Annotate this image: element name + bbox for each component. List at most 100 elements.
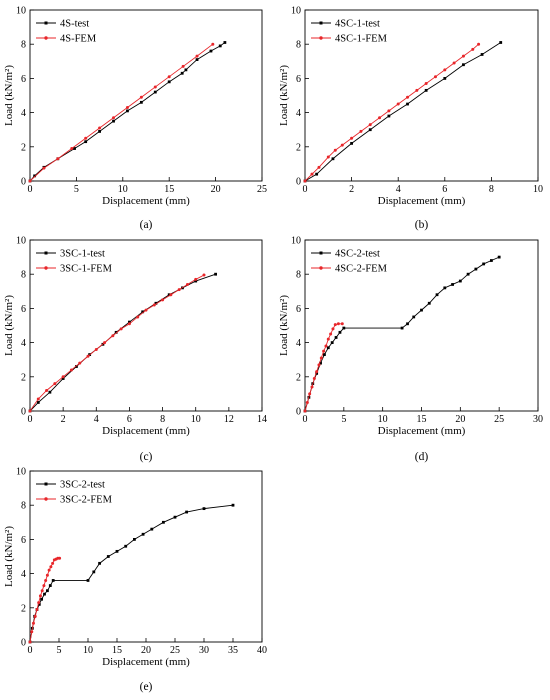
data-point [461, 54, 465, 58]
data-point [126, 109, 129, 113]
x-tick-label: 5 [74, 184, 79, 195]
data-point [412, 315, 416, 319]
y-tick-label: 2 [21, 603, 26, 614]
plot-frame [29, 9, 263, 182]
data-point [474, 267, 478, 271]
x-tick-label: 20 [455, 414, 465, 425]
data-point [56, 157, 60, 161]
data-point [477, 42, 481, 46]
legend-marker [319, 21, 323, 25]
data-point [305, 400, 309, 404]
data-point [462, 63, 465, 67]
data-point [162, 520, 165, 524]
data-point [312, 377, 316, 381]
y-tick-label: 10 [291, 6, 301, 17]
data-point [400, 326, 404, 330]
data-point [36, 401, 40, 404]
x-tick-label: 6 [442, 184, 447, 195]
y-tick-label: 6 [21, 74, 26, 85]
data-point [387, 109, 391, 113]
x-tick-label: 4 [396, 184, 401, 195]
x-tick-label: 14 [257, 414, 267, 425]
data-point [194, 279, 198, 283]
series-line [29, 504, 234, 643]
series-line [29, 557, 60, 643]
data-point [94, 347, 98, 351]
data-point [42, 166, 46, 170]
legend-marker [44, 36, 48, 40]
x-tick-label: 20 [211, 184, 221, 195]
panel-label: (c) [140, 451, 153, 463]
y-tick-label: 10 [16, 6, 26, 17]
legend-label: 3SC-1-FEM [60, 264, 113, 275]
x-tick-label: 0 [303, 414, 308, 425]
data-point [340, 143, 344, 147]
legend: 3SC-1-test 3SC-1-FEM [36, 249, 113, 275]
data-point [185, 282, 189, 286]
legend: 4S-test 4S-FEM [36, 19, 97, 45]
legend-marker [319, 251, 323, 255]
data-point [310, 385, 314, 389]
x-tick-label: 5 [341, 414, 346, 425]
data-point [30, 630, 34, 634]
legend-label: 3SC-2-FEM [60, 495, 113, 506]
data-point [75, 365, 78, 368]
series-line [304, 256, 500, 412]
data-point [359, 129, 363, 133]
data-point [78, 361, 82, 365]
series-4S-test [28, 41, 227, 183]
y-tick-label: 10 [16, 236, 26, 247]
data-point [28, 640, 32, 644]
data-point [326, 337, 330, 341]
data-point [218, 44, 222, 48]
legend-marker [44, 251, 48, 255]
data-point [42, 584, 46, 588]
data-point [180, 71, 184, 75]
x-tick-label: 35 [228, 645, 238, 656]
x-tick-label: 6 [127, 414, 132, 425]
panel-label: (d) [415, 451, 429, 463]
data-point [58, 556, 62, 560]
data-point [31, 621, 35, 625]
data-point [37, 602, 41, 606]
data-point [194, 277, 198, 281]
legend-label: 4SC-1-FEM [335, 34, 388, 45]
series-line [29, 43, 214, 182]
data-point [315, 371, 319, 375]
data-point [37, 601, 41, 605]
x-tick-label: 12 [224, 414, 234, 425]
data-point [333, 148, 337, 152]
data-point [214, 272, 217, 276]
data-point [202, 507, 206, 511]
data-point [338, 330, 342, 334]
series-3SC-1-test [28, 272, 217, 413]
y-tick-label: 8 [21, 501, 26, 512]
data-point [310, 172, 314, 176]
chart-panel-2: 0 2 4 6 8 10 0 2 4 6 8 10 Displacement (mm) Load (kN/… [278, 6, 543, 232]
legend-marker [319, 36, 323, 40]
data-point [342, 326, 346, 330]
data-point [49, 565, 53, 569]
x-tick-label: 25 [257, 184, 267, 195]
data-point [127, 322, 131, 326]
series-4SC-2-test [303, 255, 501, 413]
data-point [322, 349, 326, 353]
x-tick-label: 8 [489, 184, 494, 195]
y-tick-label: 0 [21, 407, 26, 418]
data-point [324, 344, 328, 348]
y-tick-label: 8 [296, 40, 301, 51]
series-3SC-2-FEM [28, 556, 62, 644]
data-point [480, 53, 484, 56]
data-point [451, 283, 454, 286]
data-point [350, 141, 353, 145]
data-point [53, 382, 57, 386]
data-point [202, 273, 206, 277]
legend-marker [319, 266, 323, 270]
series-4SC-1-test [303, 41, 503, 183]
x-tick-label: 0 [28, 414, 33, 425]
y-tick-label: 0 [296, 407, 301, 418]
x-tick-label: 8 [160, 414, 165, 425]
data-point [73, 147, 76, 150]
data-point [46, 589, 49, 593]
